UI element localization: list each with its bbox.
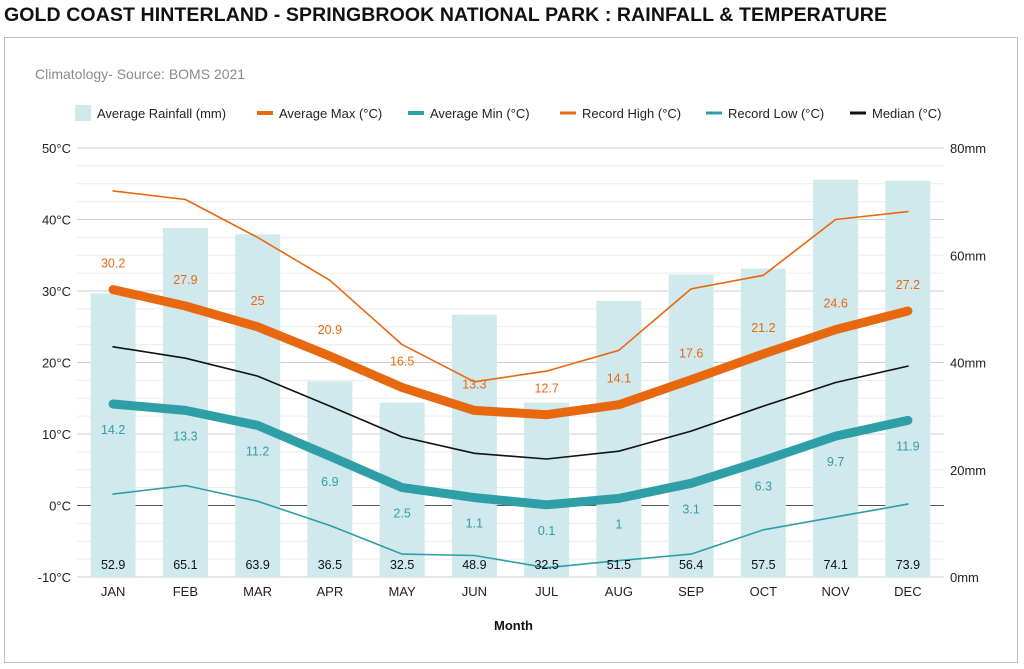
avg-min-data-label: 13.3 xyxy=(173,429,197,443)
x-tick-label: JUN xyxy=(462,584,487,599)
avg-min-data-label: 1.1 xyxy=(466,517,483,531)
rainfall-data-label: 51.5 xyxy=(607,558,631,572)
avg-max-data-label: 24.6 xyxy=(823,297,847,311)
rainfall-data-label: 65.1 xyxy=(173,558,197,572)
rainfall-bar xyxy=(90,293,136,577)
rainfall-data-label: 52.9 xyxy=(101,558,125,572)
x-tick-label: DEC xyxy=(894,584,921,599)
rainfall-bar xyxy=(885,180,931,577)
average-min-c-line xyxy=(108,399,913,510)
avg-min-data-label: 1 xyxy=(615,517,622,531)
avg-min-data-label: 6.3 xyxy=(755,479,772,493)
avg-min-data-label: 0.1 xyxy=(538,524,555,538)
y-left-tick-label: 0°C xyxy=(49,499,71,514)
y-left-tick-label: 10°C xyxy=(42,427,71,442)
avg-min-data-label: 9.7 xyxy=(827,455,844,469)
record-high-c-line xyxy=(112,190,909,383)
legend-label: Average Max (°C) xyxy=(279,106,382,121)
legend-label: Average Min (°C) xyxy=(430,106,530,121)
rainfall-bar xyxy=(235,234,281,577)
rainfall-data-label: 57.5 xyxy=(751,558,775,572)
x-tick-label: SEP xyxy=(678,584,704,599)
avg-max-data-label: 25 xyxy=(251,294,265,308)
rainfall-data-label: 73.9 xyxy=(896,558,920,572)
avg-min-data-label: 2.5 xyxy=(393,507,410,521)
y-right-tick-label: 20mm xyxy=(950,463,986,478)
rainfall-data-label: 36.5 xyxy=(318,558,342,572)
y-right-tick-label: 60mm xyxy=(950,248,986,263)
avg-max-data-label: 21.2 xyxy=(751,321,775,335)
x-tick-label: OCT xyxy=(750,584,778,599)
avg-max-data-label: 13.3 xyxy=(462,377,486,391)
rainfall-data-label: 74.1 xyxy=(823,558,847,572)
avg-max-data-label: 17.6 xyxy=(679,347,703,361)
legend-label: Record Low (°C) xyxy=(728,106,824,121)
x-tick-label: FEB xyxy=(173,584,198,599)
chart-subtitle: Climatology- Source: BOMS 2021 xyxy=(35,66,246,82)
rainfall-bar xyxy=(162,227,208,577)
x-tick-label: JAN xyxy=(101,584,126,599)
y-right-tick-label: 0mm xyxy=(950,570,979,585)
x-tick-label: NOV xyxy=(822,584,851,599)
x-tick-label: MAY xyxy=(389,584,417,599)
y-left-tick-label: 50°C xyxy=(42,141,71,156)
avg-max-data-label: 14.1 xyxy=(607,372,631,386)
median-c-line xyxy=(112,345,909,460)
avg-max-data-label: 27.9 xyxy=(173,273,197,287)
rainfall-data-label: 56.4 xyxy=(679,558,703,572)
rainfall-data-label: 48.9 xyxy=(462,558,486,572)
avg-max-data-label: 30.2 xyxy=(101,257,125,271)
avg-min-data-label: 11.9 xyxy=(896,439,919,453)
y-left-tick-label: 30°C xyxy=(42,284,71,299)
avg-max-data-label: 12.7 xyxy=(534,382,558,396)
rainfall-bar xyxy=(740,268,786,577)
y-left-tick-label: -10°C xyxy=(38,570,71,585)
legend-label: Median (°C) xyxy=(872,106,942,121)
avg-max-data-label: 16.5 xyxy=(390,355,414,369)
avg-max-data-label: 27.2 xyxy=(896,278,920,292)
avg-max-data-label: 20.9 xyxy=(318,323,342,337)
y-right-tick-label: 80mm xyxy=(950,141,986,156)
x-tick-label: AUG xyxy=(605,584,633,599)
avg-min-data-label: 11.2 xyxy=(246,444,269,458)
record-low-c-line xyxy=(112,484,909,569)
y-right-tick-label: 40mm xyxy=(950,356,986,371)
x-axis-title: Month xyxy=(494,618,533,633)
y-left-tick-label: 20°C xyxy=(42,356,71,371)
avg-min-data-label: 3.1 xyxy=(682,502,699,516)
rainfall-data-label: 32.5 xyxy=(534,558,558,572)
legend-label: Average Rainfall (mm) xyxy=(97,106,226,121)
rainfall-bar xyxy=(451,314,497,577)
page-title: GOLD COAST HINTERLAND - SPRINGBROOK NATI… xyxy=(4,4,888,26)
legend-swatch-bar xyxy=(75,105,91,121)
avg-min-data-label: 6.9 xyxy=(321,475,338,489)
x-tick-label: JUL xyxy=(535,584,558,599)
rainfall-bar xyxy=(596,300,642,577)
x-tick-label: APR xyxy=(317,584,344,599)
average-max-c-line xyxy=(108,285,913,420)
rainfall-bar xyxy=(307,381,353,577)
legend-label: Record High (°C) xyxy=(582,106,681,121)
rainfall-data-label: 32.5 xyxy=(390,558,414,572)
rainfall-data-label: 63.9 xyxy=(245,558,269,572)
avg-min-data-label: 14.2 xyxy=(101,423,125,437)
rainfall-bar xyxy=(524,402,570,577)
x-tick-label: MAR xyxy=(243,584,272,599)
y-left-tick-label: 40°C xyxy=(42,213,71,228)
